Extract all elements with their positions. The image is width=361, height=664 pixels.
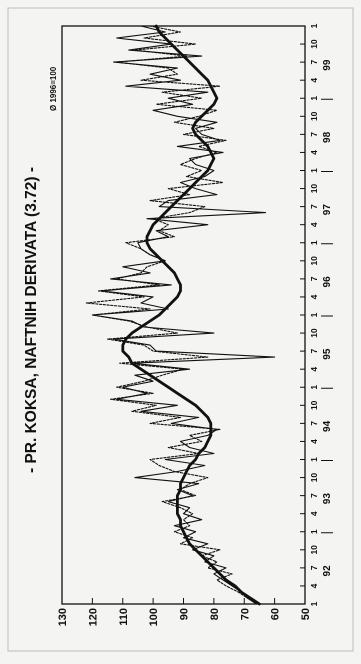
series-lines [85,24,276,606]
month-tick-label: 4 [309,222,319,227]
month-tick-label: 1 [309,168,319,173]
y-tick-label: 80 [209,608,221,620]
month-tick-label: 1 [309,312,319,317]
y-tick-label: 110 [118,608,130,626]
month-tick-label: 1 [309,96,319,101]
month-tick-label: 10 [309,545,319,555]
month-tick-label: 4 [309,150,319,155]
year-label: 92 [322,565,333,577]
month-tick-label: 1 [309,385,319,390]
y-tick-label: 70 [239,608,251,620]
month-tick-label: 4 [309,583,319,588]
chart-title: - PR. KOKSA, NAFTNIH DERIVATA (3.72) - [23,167,40,473]
month-tick-label: 7 [309,421,319,426]
month-tick-label: 7 [309,493,319,498]
series-line-dashed [85,25,260,605]
month-tick-label: 4 [309,78,319,83]
base-year-note: Ø 1996=100 [49,66,58,111]
year-label: 96 [322,276,333,288]
month-tick-label: 1 [309,529,319,534]
month-tick-label: 7 [309,59,319,64]
month-tick-label: 7 [309,348,319,353]
month-tick-label: 1 [309,23,319,28]
y-tick-label: 120 [87,608,99,626]
month-tick-label: 7 [309,204,319,209]
month-tick-label: 10 [309,400,319,410]
year-label: 93 [322,493,333,505]
month-tick-label: 10 [309,184,319,194]
series-line-thick [121,24,261,606]
year-label: 98 [322,131,333,143]
month-tick-label: 1 [309,457,319,462]
month-tick-label: 7 [309,276,319,281]
month-tick-label: 10 [309,111,319,121]
month-tick-label: 4 [309,439,319,444]
y-tick-label: 130 [57,608,69,626]
series-line-thin [91,25,276,605]
month-tick-label: 4 [309,511,319,516]
month-tick-label: 1 [309,240,319,245]
month-tick-label: 10 [309,328,319,338]
month-tick-label: 1 [309,601,319,606]
scan-border [7,7,354,652]
year-label: 94 [322,420,333,432]
month-tick-label: 7 [309,565,319,570]
month-tick-label: 10 [309,256,319,266]
y-tick-label: 60 [270,608,282,620]
year-label: 95 [322,348,333,360]
month-tick-label: 7 [309,132,319,137]
month-tick-label: 4 [309,367,319,372]
month-tick-label: 4 [309,294,319,299]
year-label: 99 [322,59,333,71]
month-tick-label: 10 [309,39,319,49]
y-tick-label: 90 [179,608,191,620]
rotated-plot-group: 5060708090100110120130147109214710931471… [23,23,333,626]
year-label: 97 [322,204,333,216]
month-tick-label: 10 [309,473,319,483]
y-tick-label: 50 [300,608,312,620]
axis-ticks: 5060708090100110120130147109214710931471… [57,23,333,626]
y-tick-label: 100 [148,608,160,626]
